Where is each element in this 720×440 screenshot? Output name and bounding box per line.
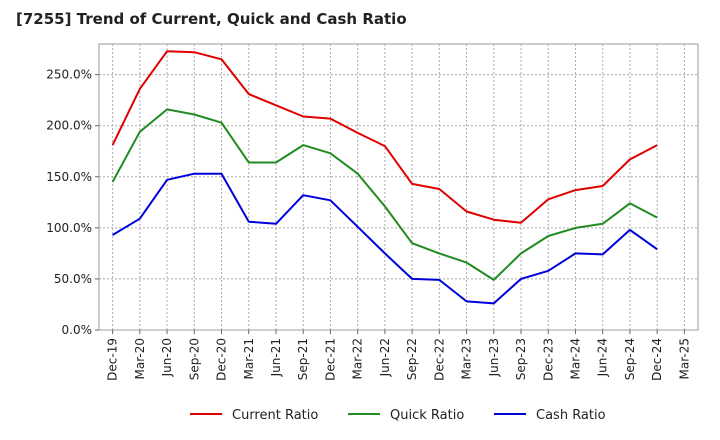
y-tick-label: 250.0%: [46, 68, 92, 82]
x-tick-label: Sep-21: [296, 338, 310, 380]
plot-area: [98, 43, 699, 331]
x-tick-label: Dec-20: [215, 338, 229, 381]
y-tick-label: 100.0%: [46, 221, 92, 235]
x-tick-label: Mar-23: [460, 338, 474, 379]
x-tick-label: Mar-25: [677, 338, 691, 379]
series-line-cash-ratio: [112, 172, 658, 305]
x-tick-label: Jun-24: [596, 338, 610, 377]
x-tick-label: Mar-21: [242, 338, 256, 379]
x-tick-label: Jun-22: [378, 338, 392, 377]
x-tick-label: Sep-24: [623, 338, 637, 380]
legend-label: Cash Ratio: [536, 408, 606, 423]
x-tick-label: Sep-22: [405, 338, 419, 380]
legend: Current Ratio Quick Ratio Cash Ratio: [190, 408, 606, 423]
series-line-quick-ratio: [111, 108, 658, 281]
x-tick-label: Sep-23: [514, 338, 528, 380]
chart-title: [7255] Trend of Current, Quick and Cash …: [16, 10, 407, 28]
x-tick-label: Dec-22: [432, 338, 446, 381]
legend-label: Quick Ratio: [390, 408, 464, 423]
x-tick-label: Sep-20: [187, 338, 201, 380]
x-tick-label: Jun-21: [269, 338, 283, 377]
x-tick-label: Dec-19: [106, 338, 120, 381]
y-tick-label: 50.0%: [54, 272, 92, 286]
x-tick-label: Mar-24: [568, 338, 582, 379]
series-lines: [111, 50, 658, 305]
x-tick-label: Jun-23: [487, 338, 501, 377]
x-tick-label: Dec-23: [541, 338, 555, 381]
series-line-current-ratio: [111, 50, 658, 224]
x-tick-label: Mar-22: [351, 338, 365, 379]
y-tick-label: 150.0%: [46, 170, 92, 184]
grid-lines: [99, 44, 698, 331]
x-tick-label: Mar-20: [133, 338, 147, 379]
x-tick-label: Jun-20: [160, 338, 174, 377]
legend-label: Current Ratio: [232, 408, 318, 423]
axis-ticks: 0.0% 50.0% 100.0% 150.0% 200.0% 250.0% Dec-19 M…: [46, 68, 691, 381]
y-tick-label: 0.0%: [62, 323, 93, 337]
y-tick-label: 200.0%: [46, 119, 92, 133]
x-tick-label: Dec-21: [323, 338, 337, 381]
x-tick-label: Dec-24: [650, 338, 664, 381]
